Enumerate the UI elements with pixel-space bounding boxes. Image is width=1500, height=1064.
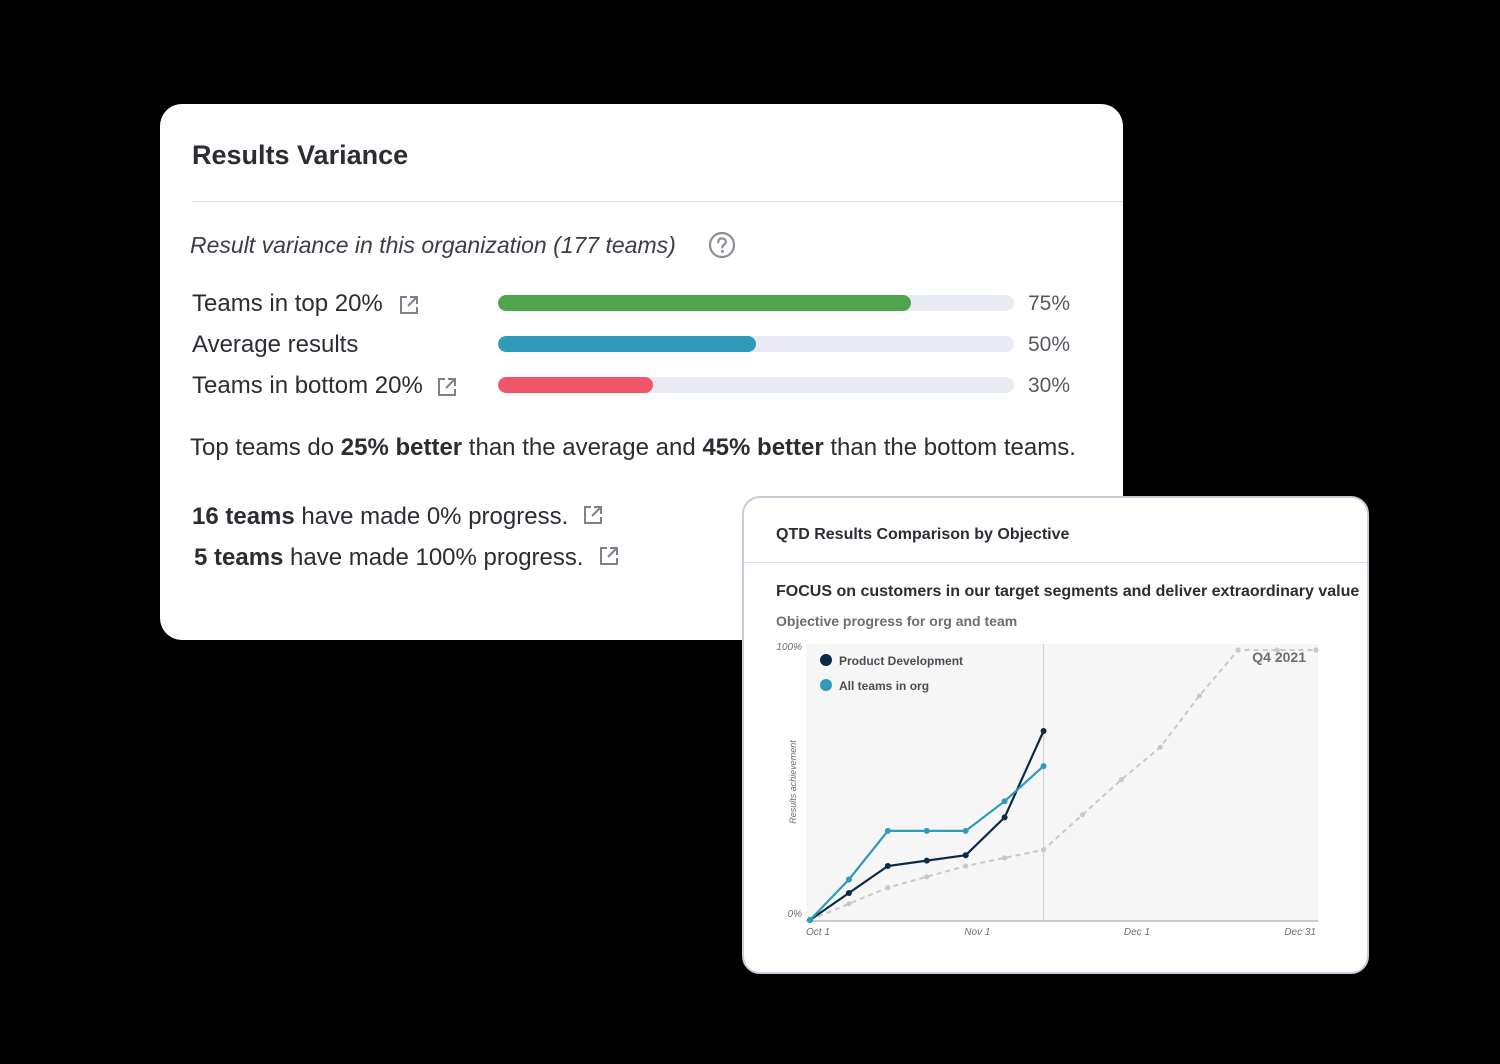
data-point [962,827,969,834]
progress-fill [498,377,653,393]
y-tick-label: 100% [776,642,802,653]
data-point [962,852,969,859]
data-point [923,827,930,834]
data-point [1001,798,1008,805]
card-title: Results Variance [192,140,409,170]
progress-fill [498,295,911,311]
data-point [1079,812,1086,818]
results-variance-card: Results Variance Result variance in this… [160,104,1123,640]
external-link-icon[interactable] [582,504,604,526]
zero-progress-line: 16 teams have made 0% progress. [192,503,604,531]
data-point [1274,647,1280,653]
row-label: Teams in top 20% [192,290,383,317]
variance-row-top: Teams in top 20% 75% [192,290,1092,320]
chart-legend: Product Development All teams in org [820,654,963,693]
summary-bold: 25% better [340,434,463,461]
variance-subtitle: Result variance in this organization (17… [190,232,676,258]
chart-card-title: QTD Results Comparison by Objective [776,526,1070,543]
row-label: Average results [192,331,359,358]
data-point [923,857,930,864]
divider [192,201,1123,202]
data-point [1002,855,1008,861]
y-tick-label: 0% [788,909,803,920]
data-point [846,901,852,907]
x-tick-label: Dec 31 [1284,927,1316,938]
x-tick-label: Dec 1 [1124,927,1150,938]
x-tick-label: Nov 1 [964,927,990,938]
data-point [807,917,813,923]
summary-bold: 45% better [702,434,824,461]
team-count: 5 teams [194,544,284,571]
external-link-icon[interactable] [598,545,620,567]
y-axis-label: Results achievement [788,740,798,824]
external-link-icon[interactable] [398,294,420,316]
data-point [1157,744,1163,750]
legend-marker [820,654,832,666]
series-baseline [807,647,1319,923]
legend-label: All teams in org [839,679,929,693]
objective-title: FOCUS on customers in our target segment… [776,583,1360,600]
data-point [884,827,891,834]
series-product-development [807,728,1047,923]
data-point [1235,647,1241,653]
variance-summary: Top teams do 25% better than the average… [190,434,1076,462]
series-all-teams-in-org [807,763,1047,923]
legend-marker [820,679,832,691]
x-tick-label: Oct 1 [806,927,830,938]
variance-row-bottom: Teams in bottom 20% 30% [192,372,1092,402]
progress-fill [498,336,756,352]
objective-subtitle: Objective progress for org and team [776,613,1018,629]
data-point [845,890,852,896]
question-circle-icon[interactable] [708,231,736,259]
row-percent: 50% [1028,333,1071,356]
data-point [1313,647,1319,653]
full-progress-line: 5 teams have made 100% progress. [194,544,620,572]
data-point [845,876,852,883]
plot-area [806,644,1318,921]
team-count: 16 teams [192,503,295,530]
summary-text: Top teams do [190,434,341,461]
progress-text: have made 0% progress. [294,503,569,530]
variance-row-average: Average results 50% [192,331,1092,361]
progress-track [498,295,1014,311]
data-point [1040,847,1047,853]
data-point [1196,693,1202,699]
series-line [809,649,1316,921]
data-point [1040,728,1047,734]
quarter-annotation: Q4 2021 [1252,649,1306,665]
divider [744,562,1367,563]
data-point [884,863,891,869]
data-point [963,863,969,869]
data-point [1001,814,1008,821]
progress-track [498,336,1014,352]
external-link-icon[interactable] [436,376,458,398]
data-point [1040,763,1047,770]
row-percent: 75% [1028,292,1071,315]
qtd-comparison-card: QTD Results Comparison by Objective FOCU… [742,496,1369,974]
row-percent: 30% [1028,374,1071,397]
summary-text: than the bottom teams. [823,434,1076,461]
row-label: Teams in bottom 20% [192,372,423,399]
data-point [1118,777,1124,783]
legend-label: Product Development [839,654,963,668]
data-point [885,885,891,891]
summary-text: than the average and [462,434,703,461]
progress-text: have made 100% progress. [283,544,584,571]
progress-track [498,377,1014,393]
data-point [924,874,930,880]
line-chart: 100% 0% Results achievement Q4 2021 Oct … [776,642,1319,938]
